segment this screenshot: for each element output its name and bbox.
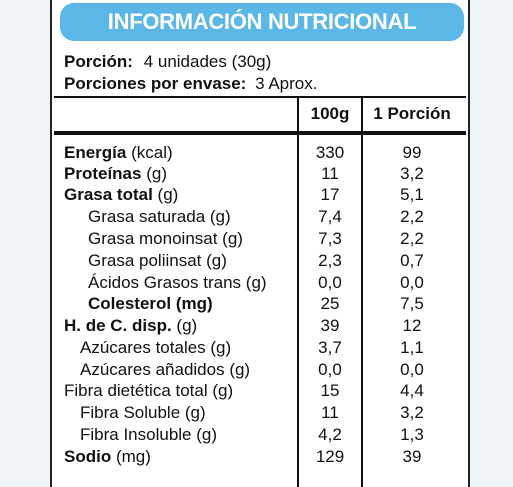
nutrient-name: Fibra Soluble (g): [80, 403, 206, 422]
value-per-100g: 4,2: [318, 425, 342, 444]
value-per-portion: 0,0: [400, 273, 424, 292]
nutrient-label: Grasa monoinsat (g): [88, 229, 243, 249]
servings-per-container-value: 3 Aprox.: [255, 74, 318, 93]
nutrient-label: Azúcares totales (g): [80, 338, 231, 358]
nutrient-name: Grasa poliinsat (g): [88, 251, 227, 270]
value-per-100g: 11: [321, 403, 339, 422]
value-per-100g: 3,7: [318, 338, 342, 357]
nutrient-row: Grasa total (g) 17 5,1: [0, 185, 513, 206]
nutrient-name: Colesterol (mg): [88, 294, 213, 313]
value-per-100g: 0,0: [318, 273, 342, 292]
value-per-100g: 39: [320, 316, 340, 335]
nutrient-row: Energía (kcal) 330 99: [0, 143, 513, 164]
nutrient-label: Fibra Insoluble (g): [80, 425, 217, 445]
nutrient-row: Fibra dietética total (g) 15 4,4: [0, 381, 513, 402]
nutrient-name: Ácidos Grasos trans (g): [88, 273, 267, 292]
nutrient-label: H. de C. disp. (g): [64, 316, 197, 336]
value-per-portion: 99: [402, 143, 422, 162]
value-per-portion: 7,5: [400, 294, 424, 313]
nutrient-name: Proteínas: [64, 164, 142, 183]
value-per-portion: 3,2: [400, 164, 424, 183]
column-header-portion: 1 Porción: [373, 104, 451, 123]
value-per-100g: 17: [320, 185, 340, 204]
value-per-100g: 25: [320, 294, 340, 313]
value-per-100g: 330: [315, 143, 345, 162]
servings-per-container-label: Porciones por envase:: [64, 74, 247, 93]
nutrient-label: Fibra Soluble (g): [80, 403, 206, 423]
nutrient-row: H. de C. disp. (g) 39 12: [0, 316, 513, 337]
nutrient-row: Grasa saturada (g) 7,4 2,2: [0, 207, 513, 228]
nutrient-label: Grasa total (g): [64, 185, 178, 205]
value-per-100g: 15: [320, 381, 340, 400]
nutrient-label: Energía (kcal): [64, 143, 173, 163]
nutrient-name: Grasa monoinsat (g): [88, 229, 243, 248]
value-per-portion: 5,1: [400, 185, 424, 204]
divider-top: [54, 96, 466, 98]
value-per-portion: 39: [402, 447, 422, 466]
nutrient-name: Energía: [64, 143, 127, 162]
nutrient-row: Proteínas (g) 11 3,2: [0, 164, 513, 185]
value-per-portion: 0,7: [400, 251, 424, 270]
nutrient-unit: (kcal): [126, 143, 173, 162]
nutrient-row: Azúcares totales (g) 3,7 1,1: [0, 338, 513, 359]
value-per-portion: 3,2: [400, 403, 424, 422]
value-per-portion: 2,2: [400, 207, 424, 226]
nutrient-row: Ácidos Grasos trans (g) 0,0 0,0: [0, 273, 513, 294]
column-divider-2: [361, 97, 363, 487]
nutrient-label: Colesterol (mg): [88, 294, 213, 314]
nutrient-label: Ácidos Grasos trans (g): [88, 273, 267, 293]
value-per-portion: 2,2: [400, 229, 424, 248]
value-per-portion: 4,4: [400, 381, 424, 400]
value-per-portion: 0,0: [400, 360, 424, 379]
serving-label: Porción:: [64, 52, 133, 71]
nutrient-unit: (g): [141, 164, 167, 183]
nutrient-label: Grasa saturada (g): [88, 207, 231, 227]
value-per-100g: 129: [315, 447, 345, 466]
servings-per-container-line: Porciones por envase: 3 Aprox.: [64, 74, 317, 94]
value-per-portion: 1,1: [400, 338, 424, 357]
value-per-100g: 7,3: [318, 229, 342, 248]
column-header-100g: 100g: [310, 104, 350, 123]
nutrient-name: Grasa saturada (g): [88, 207, 231, 226]
nutrition-label-panel: [50, 0, 470, 487]
serving-value: 4 unidades (30g): [143, 52, 272, 71]
nutrient-row: Fibra Insoluble (g) 4,2 1,3: [0, 425, 513, 446]
nutrient-unit: (g): [171, 316, 198, 335]
column-divider-1: [297, 97, 299, 487]
serving-line: Porción: 4 unidades (30g): [64, 52, 271, 72]
nutrient-label: Sodio (mg): [64, 447, 151, 467]
value-per-portion: 1,3: [400, 425, 424, 444]
nutrient-unit: (g): [152, 185, 179, 204]
nutrient-name: Sodio: [64, 447, 112, 466]
nutrient-label: Proteínas (g): [64, 164, 167, 184]
nutrient-row: Sodio (mg) 129 39: [0, 447, 513, 468]
nutrient-name: Grasa total: [64, 185, 153, 204]
value-per-100g: 7,4: [318, 207, 342, 226]
nutrient-name: Azúcares añadidos (g): [80, 360, 251, 379]
nutrient-name: Azúcares totales (g): [80, 338, 232, 357]
value-per-portion: 12: [402, 316, 422, 335]
nutrient-name: Fibra dietética total (g): [64, 381, 234, 400]
nutrient-label: Grasa poliinsat (g): [88, 251, 227, 271]
nutrient-name: H. de C. disp.: [64, 316, 172, 335]
nutrient-name: Fibra Insoluble (g): [80, 425, 218, 444]
nutrient-row: Grasa poliinsat (g) 2,3 0,7: [0, 251, 513, 272]
nutrient-label: Azúcares añadidos (g): [80, 360, 250, 380]
value-per-100g: 0,0: [318, 360, 342, 379]
nutrition-title-banner: INFORMACIÓN NUTRICIONAL: [60, 3, 464, 41]
divider-header: [54, 131, 466, 135]
nutrient-row: Grasa monoinsat (g) 7,3 2,2: [0, 229, 513, 250]
nutrient-row: Fibra Soluble (g) 11 3,2: [0, 403, 513, 424]
nutrient-label: Fibra dietética total (g): [64, 381, 233, 401]
nutrient-row: Azúcares añadidos (g) 0,0 0,0: [0, 360, 513, 381]
nutrient-unit: (mg): [111, 447, 151, 466]
value-per-100g: 2,3: [318, 251, 342, 270]
value-per-100g: 11: [321, 164, 339, 183]
nutrient-row: Colesterol (mg) 25 7,5: [0, 294, 513, 315]
